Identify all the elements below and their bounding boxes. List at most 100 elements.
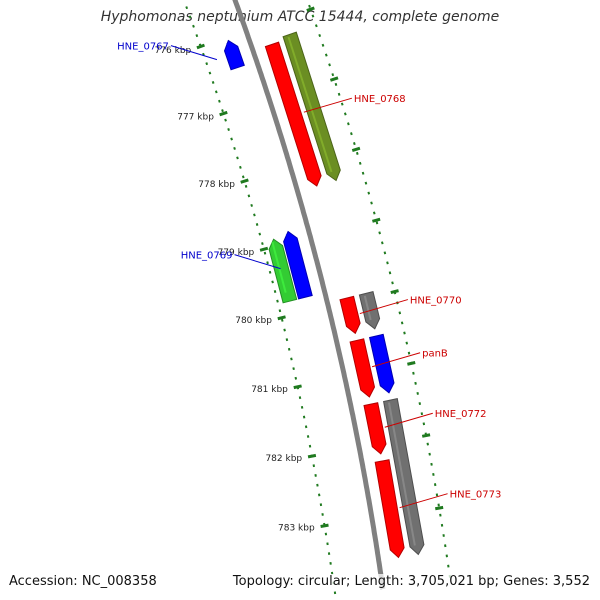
g-770-highlight <box>344 300 353 325</box>
inner-track-dot <box>188 15 192 19</box>
inner-track-dot <box>250 203 253 207</box>
kbp-tick <box>320 523 329 528</box>
g-panBb-highlight <box>373 338 387 385</box>
outer-track-dot <box>412 371 415 375</box>
g-772-leader <box>384 412 433 428</box>
outer-track-dot <box>386 261 389 265</box>
outer-track-dot <box>328 63 331 67</box>
genome-stats-text: Topology: circular; Length: 3,705,021 bp… <box>232 574 590 589</box>
inner-track-dot <box>192 24 195 28</box>
outer-track-dot <box>347 122 350 126</box>
outer-track-dot <box>407 351 411 355</box>
outer-track-dot <box>324 53 328 57</box>
inner-track-dot <box>276 299 279 303</box>
inner-track-dot <box>224 118 227 122</box>
outer-track-dot <box>361 171 365 175</box>
outer-track-dot <box>353 142 356 146</box>
outer-track-dot <box>370 201 373 205</box>
inner-track-dot <box>302 415 306 419</box>
outer-track-dot <box>364 181 368 185</box>
gene-label: HNE_0767 <box>117 42 169 53</box>
g-768b-arrow <box>282 31 341 182</box>
kbp-tick <box>240 178 249 184</box>
g-768-leader <box>303 97 353 113</box>
kbp-tick <box>259 246 269 252</box>
outer-track-dot <box>378 231 381 235</box>
backbone-line <box>232 0 386 590</box>
g-770b-highlight <box>363 295 372 321</box>
outer-track-dot <box>388 271 392 275</box>
gene-label: HNE_0768 <box>354 94 406 105</box>
outer-track-dot <box>308 4 311 8</box>
g-770-arrow <box>339 295 361 335</box>
outer-track-dot <box>405 341 409 345</box>
outer-track-dot <box>314 24 318 28</box>
g-769b-highlight <box>271 241 287 293</box>
g-773b-arrow <box>383 398 425 556</box>
inner-track-dot <box>185 6 189 10</box>
outer-track-dot <box>340 102 344 106</box>
g-773-highlight <box>379 463 397 549</box>
kbp-tick-outer <box>435 505 444 511</box>
inner-track-dot <box>281 318 284 322</box>
g-770-leader <box>359 299 408 315</box>
inner-track-dot <box>255 223 259 226</box>
g-panB-leader <box>371 352 421 368</box>
g-773-arrow <box>374 459 405 559</box>
kbp-label: 780 kbp <box>235 316 272 326</box>
gene-features <box>223 31 425 559</box>
outer-track-dot <box>331 73 335 77</box>
inner-track-dot <box>258 232 262 236</box>
outer-track-dot <box>398 311 402 315</box>
inner-track-dot <box>233 146 236 150</box>
inner-track-dot <box>294 376 298 380</box>
gene-label: panB <box>422 349 448 360</box>
outer-tick-track <box>306 4 451 578</box>
kbp-tick-outer <box>329 76 339 82</box>
inner-track-dot <box>214 90 218 94</box>
kbp-label: 777 kbp <box>177 113 214 123</box>
inner-track-dot <box>230 137 233 141</box>
inner-track-dot <box>247 194 251 198</box>
kbp-label: 778 kbp <box>198 180 235 190</box>
outer-track-dot <box>358 161 362 165</box>
kbp-label: 779 kbp <box>218 248 255 258</box>
inner-track-dot <box>221 109 224 113</box>
g-767-highlight <box>226 42 234 60</box>
inner-track-dot <box>266 261 269 265</box>
g-768b-highlight <box>287 36 333 173</box>
gene-label: HNE_0769 <box>181 251 233 262</box>
gene-label: HNE_0773 <box>450 490 502 501</box>
kbp-label: 781 kbp <box>251 385 288 395</box>
inner-track-dot <box>287 347 291 351</box>
kbp-label: 776 kbp <box>155 46 192 56</box>
inner-track-dot <box>208 71 212 75</box>
inner-track-dot <box>278 309 282 313</box>
inner-track-dot <box>283 328 286 332</box>
kbp-tick <box>293 384 302 390</box>
inner-track-dot <box>211 80 215 84</box>
kbp-tick <box>307 453 317 459</box>
g-767-leader <box>170 45 218 61</box>
outer-track-dot <box>311 14 315 18</box>
inner-track-dot <box>273 290 277 293</box>
gene-labels: HNE_0767 HNE_0768 HNE_0769 HNE_0770 panB HNE_… <box>117 42 502 509</box>
g-panB-highlight <box>354 342 367 389</box>
inner-track-dot <box>263 251 267 255</box>
inner-track-dot <box>236 156 239 160</box>
outer-track-dot <box>343 112 347 116</box>
inner-track-dot <box>241 175 245 179</box>
inner-track-dot <box>271 280 274 284</box>
outer-track-dot <box>400 321 404 325</box>
inner-track-dot <box>195 34 199 38</box>
kbp-tick <box>196 43 205 50</box>
kbp-label: 782 kbp <box>265 454 302 464</box>
inner-track-dot <box>285 338 289 342</box>
outer-track-dot <box>420 412 424 416</box>
outer-track-dot <box>318 33 322 38</box>
kbp-tick-outer <box>372 217 381 223</box>
inner-tick-track: 776 kbp 777 kbp 778 kbp 779 kbp 780 kbp 781 k… <box>155 6 337 595</box>
outer-track-dot <box>418 402 422 406</box>
inner-track-dot <box>253 213 256 217</box>
